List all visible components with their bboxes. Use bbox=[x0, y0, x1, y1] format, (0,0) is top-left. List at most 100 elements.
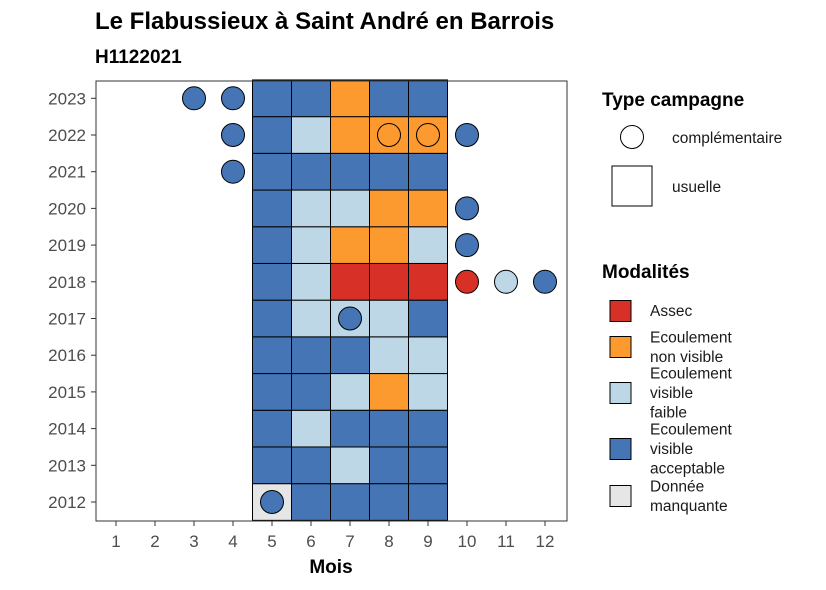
tile-2015-7 bbox=[330, 373, 370, 411]
tile-2021-5 bbox=[252, 152, 292, 191]
y-tick-label: 2012 bbox=[48, 493, 86, 512]
legend-key-label: faible bbox=[650, 405, 687, 422]
y-tick-label: 2018 bbox=[48, 273, 86, 292]
x-tick-label: 7 bbox=[345, 532, 354, 551]
tile-2018-8 bbox=[369, 262, 409, 301]
y-axis: 2012 2013 2014 2015 2016 2017 2018 2019 2020 2021… bbox=[48, 89, 96, 512]
legend-modalites-title: Modalités bbox=[602, 262, 690, 283]
point-2022-9 bbox=[416, 123, 440, 147]
legend-campaign: Type campagne complémentaire usuelle bbox=[602, 90, 782, 207]
tile-2012-7 bbox=[330, 483, 370, 521]
tile-2022-5 bbox=[252, 116, 292, 154]
plot-border bbox=[95, 80, 568, 522]
y-tick-label: 2020 bbox=[48, 199, 86, 218]
point-2022-8 bbox=[377, 123, 401, 147]
legend-key-label: Ecoulement bbox=[650, 329, 733, 346]
tile-2018-7 bbox=[330, 262, 370, 301]
tile-2019-6 bbox=[291, 226, 331, 264]
tile-2020-9 bbox=[408, 189, 448, 228]
legend-campaign-label-complementaire: complémentaire bbox=[672, 130, 782, 147]
point-2021-4 bbox=[221, 159, 245, 184]
tile-2022-6 bbox=[291, 116, 331, 154]
tiles-layer bbox=[252, 79, 448, 521]
tile-2023-5 bbox=[252, 79, 292, 118]
x-tick-label: 8 bbox=[384, 532, 393, 551]
x-tick-label: 1 bbox=[111, 532, 120, 551]
tile-2020-6 bbox=[291, 189, 331, 228]
legend-key-label: acceptable bbox=[650, 461, 725, 478]
legend-key-label: non visible bbox=[650, 349, 723, 366]
tile-2020-5 bbox=[252, 189, 292, 228]
tile-2016-8 bbox=[369, 336, 409, 375]
legend-campaign-label-usuelle: usuelle bbox=[672, 179, 721, 196]
tile-2023-7 bbox=[330, 79, 370, 118]
legend-key-swatch bbox=[609, 300, 632, 322]
tile-2012-8 bbox=[369, 483, 409, 521]
tile-2016-5 bbox=[252, 336, 292, 375]
point-2019-10 bbox=[455, 233, 479, 258]
legend-key-swatch bbox=[609, 438, 632, 460]
tile-2020-8 bbox=[369, 189, 409, 228]
tile-2016-6 bbox=[291, 336, 331, 375]
tile-2018-6 bbox=[291, 262, 331, 301]
chart-subtitle: H1122021 bbox=[95, 47, 182, 68]
tile-2020-7 bbox=[330, 189, 370, 228]
tile-2021-9 bbox=[408, 152, 448, 191]
x-axis-title: Mois bbox=[309, 557, 352, 578]
tile-2012-9 bbox=[408, 483, 448, 521]
legend-key-swatch bbox=[609, 485, 632, 507]
tile-2017-8 bbox=[369, 299, 409, 338]
tile-2019-5 bbox=[252, 226, 292, 264]
tile-2013-9 bbox=[408, 446, 448, 485]
legend-circle-symbol bbox=[620, 125, 644, 149]
tile-2021-6 bbox=[291, 152, 331, 191]
y-tick-label: 2016 bbox=[48, 346, 86, 365]
point-2018-11 bbox=[494, 269, 518, 294]
tile-2015-9 bbox=[408, 373, 448, 411]
x-tick-label: 11 bbox=[497, 532, 515, 551]
legend-key-label: Ecoulement bbox=[650, 422, 733, 439]
x-axis: 1 2 3 4 5 6 7 8 9 10 11 12 bbox=[111, 521, 554, 551]
tile-2019-7 bbox=[330, 226, 370, 264]
point-2023-4 bbox=[221, 86, 245, 111]
x-tick-label: 12 bbox=[536, 532, 555, 551]
point-2017-7 bbox=[338, 306, 362, 331]
legend-key-label: visible bbox=[650, 441, 693, 458]
tile-2018-9 bbox=[408, 262, 448, 301]
legend-key-label: Assec bbox=[650, 303, 692, 320]
legend-key-label: Donnée bbox=[650, 478, 704, 495]
tile-2012-6 bbox=[291, 483, 331, 521]
point-2022-10 bbox=[455, 123, 479, 147]
tile-2017-6 bbox=[291, 299, 331, 338]
point-2023-3 bbox=[182, 86, 206, 111]
tile-2023-8 bbox=[369, 79, 409, 118]
y-tick-label: 2013 bbox=[48, 456, 86, 475]
x-tick-label: 4 bbox=[228, 532, 237, 551]
tile-2018-5 bbox=[252, 262, 292, 301]
tile-2014-5 bbox=[252, 409, 292, 448]
tile-2019-8 bbox=[369, 226, 409, 264]
y-tick-label: 2021 bbox=[48, 163, 86, 182]
y-tick-label: 2023 bbox=[48, 89, 86, 108]
tile-2014-6 bbox=[291, 409, 331, 448]
x-tick-label: 9 bbox=[423, 532, 432, 551]
tile-2022-7 bbox=[330, 116, 370, 154]
y-tick-label: 2017 bbox=[48, 310, 86, 329]
y-tick-label: 2019 bbox=[48, 236, 86, 255]
legend-key-swatch bbox=[609, 382, 632, 404]
x-tick-label: 10 bbox=[458, 532, 477, 551]
legend-key-label: visible bbox=[650, 385, 693, 402]
point-2020-10 bbox=[455, 196, 479, 221]
y-tick-label: 2014 bbox=[48, 420, 86, 439]
legend-modalites: Modalités Assec Ecoulement non visible Ecou… bbox=[602, 262, 733, 515]
point-2022-4 bbox=[221, 123, 245, 147]
x-tick-label: 5 bbox=[267, 532, 276, 551]
tile-2014-7 bbox=[330, 409, 370, 448]
x-tick-label: 2 bbox=[150, 532, 159, 551]
points-layer bbox=[182, 86, 557, 514]
tile-2013-8 bbox=[369, 446, 409, 485]
chart-title: Le Flabussieux à Saint André en Barrois bbox=[95, 8, 554, 35]
tile-2013-7 bbox=[330, 446, 370, 485]
x-tick-label: 6 bbox=[306, 532, 315, 551]
